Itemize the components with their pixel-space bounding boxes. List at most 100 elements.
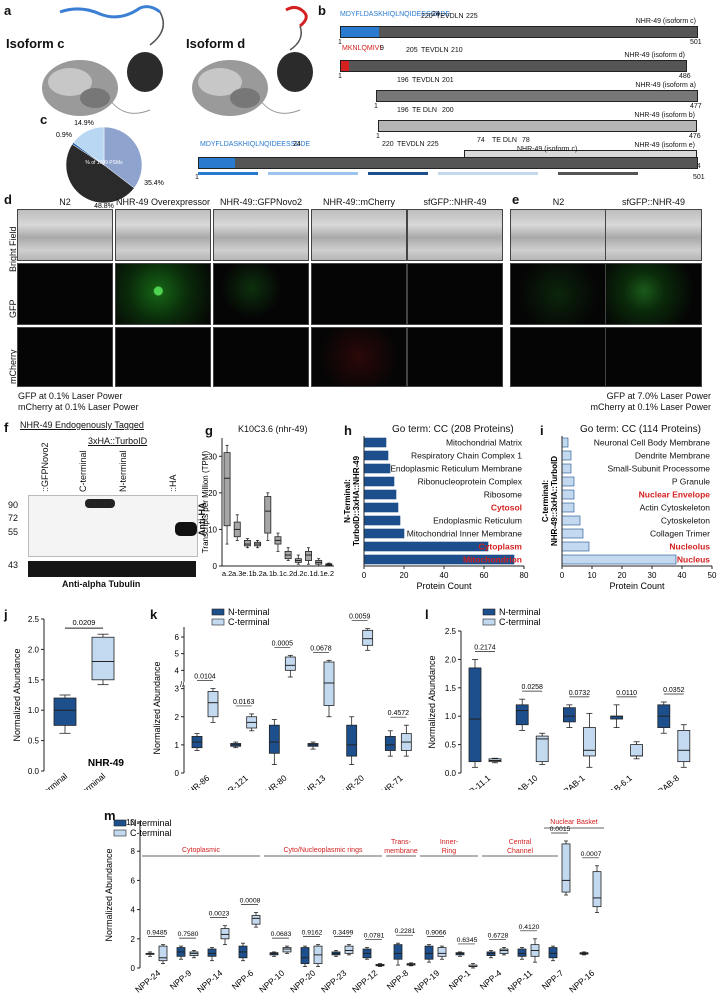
n-terminal-box (424, 945, 434, 960)
pval-label: 0.0732 (569, 690, 591, 697)
go-category-label: Small-Subunit Processome (607, 464, 710, 474)
pval-label: 0.0258 (521, 684, 543, 691)
panel-h-title: Go term: CC (208 Proteins) (392, 424, 514, 435)
panel-i-title: Go term: CC (114 Proteins) (580, 424, 701, 435)
x-tick-label: NHR-80 (259, 773, 289, 790)
motif: TE DLN (492, 137, 517, 144)
x-tick-label: d.2 (293, 569, 303, 578)
c-terminal-box (251, 915, 261, 925)
isoform-name: NHR-49 (isoform c) (635, 18, 696, 25)
panel-h-label: h (344, 423, 352, 438)
y-tick-label: 1.5 (445, 684, 457, 693)
go-bar (561, 463, 572, 474)
x-tick-label: NPP-23 (319, 968, 348, 995)
y-tick-label: 1.5 (28, 676, 40, 685)
pie-label: 48.8% (94, 203, 114, 210)
c-terminal-box (220, 928, 230, 940)
brightfield-image (115, 209, 211, 261)
x-tick-label: 40 (440, 571, 449, 580)
y-tick-label: 0.0 (445, 769, 457, 778)
y-tick-label: 6 (131, 876, 136, 885)
c-terminal-box (323, 661, 335, 706)
panel-c-label: c (40, 112, 48, 127)
y-tick-label: 1.0 (28, 706, 40, 715)
go-category-label: Actin Cytoskeleton (640, 503, 711, 513)
pval-label: 0.0023 (209, 911, 230, 918)
legend-label-n: N-terminal (228, 607, 270, 617)
n-terminal-box (346, 724, 358, 757)
go-bar (561, 437, 569, 448)
x-tick-label: e.2 (324, 569, 334, 578)
brightfield-image (17, 209, 113, 261)
x-tick-label: NPP-9 (168, 968, 194, 992)
brightfield-image (213, 209, 309, 261)
group-label: Trans- (391, 839, 412, 846)
isoform-bar (340, 60, 687, 72)
go-bar (363, 489, 397, 500)
x-tick-label: 80 (520, 571, 529, 580)
y-tick-label: 2 (131, 935, 136, 944)
isoform-start: 1 (338, 73, 342, 80)
go-bar (561, 450, 572, 461)
pval-label: 0.0059 (349, 614, 371, 621)
x-tick-label: 40 (678, 571, 687, 580)
go-category-label: Neuronal Cell Body Membrane (594, 438, 710, 448)
go-category-label: Cytoplasm (479, 542, 523, 552)
seq-c-full: MDYFLDASKHIQLNQIDEESSDDE (200, 141, 311, 148)
pval-label: 0.0015 (550, 826, 571, 833)
y-tick-label: 1 (175, 741, 180, 750)
legend-swatch-n (211, 608, 225, 616)
motif: TEVDLN (436, 13, 464, 20)
x-tick-label: RAB-1 (561, 773, 587, 790)
legend-swatch-c (482, 618, 496, 626)
n-terminal-box (468, 667, 482, 763)
axis-break: // (180, 680, 185, 689)
motif-left: 196 (397, 77, 409, 84)
pval-label: 0.7580 (178, 931, 199, 938)
c2-end: 501 (693, 174, 705, 181)
isoform-start: 1 (374, 103, 378, 110)
x-tick-label: NPP-8 (385, 968, 411, 992)
mcherry-image (213, 327, 309, 387)
pval-label: 0.0104 (194, 674, 216, 681)
isoform-name: NHR-49 (isoform b) (634, 112, 695, 119)
column-header: sfGFP::NHR-49 (423, 197, 487, 207)
seq-c-full-end: 24 (293, 141, 301, 148)
go-bar (561, 541, 590, 552)
motif-right: 225 (466, 13, 478, 20)
group-label: membrane (384, 848, 418, 855)
panel-a-label: a (4, 3, 12, 18)
column-header: sfGFP::NHR-49 (621, 197, 685, 207)
n-terminal-box (562, 707, 576, 723)
tpm-box (243, 540, 251, 547)
y-tick-label: 2.5 (445, 627, 457, 636)
npp-boxplot: 0 2 4 6 8 10 Normalized Abundance N-terminalC-t… (104, 818, 604, 995)
x-tick-label: 20 (618, 571, 627, 580)
y-tick-label: 0 (213, 562, 218, 571)
y-axis-title-2: TurboID::3xHA::NHR-49 (352, 455, 361, 546)
mw-label: 90 (8, 500, 19, 510)
motif-right: 201 (442, 77, 454, 84)
isoform-start: 1 (376, 133, 380, 140)
pval-label: 0.0352 (663, 687, 685, 694)
go-bar (363, 476, 395, 487)
x-tick-label: NPP-14 (195, 968, 224, 995)
pval-label: 0.0683 (271, 931, 292, 938)
column-header: NHR-49::mCherry (322, 197, 395, 207)
n-terminal-box (515, 704, 529, 726)
panel-b-label: b (318, 3, 326, 18)
pval-label: 0.0678 (310, 645, 332, 652)
tpm-box (305, 550, 312, 561)
pval-label: 0.3499 (333, 930, 354, 937)
c-terminal-box (561, 843, 571, 893)
x-tick-label: a.2 (222, 569, 232, 578)
go-bar (363, 450, 389, 461)
x-tick-label: NPP-16 (567, 968, 596, 995)
go-category-label: Collagen Trimer (650, 529, 710, 539)
motif-right: 78 (522, 137, 530, 144)
x-tick-label: NHR-121 (216, 773, 250, 790)
gfp-image (213, 263, 309, 325)
go-bar (363, 437, 387, 448)
mcherry-image (115, 327, 211, 387)
motif-left: 74 (477, 137, 485, 144)
